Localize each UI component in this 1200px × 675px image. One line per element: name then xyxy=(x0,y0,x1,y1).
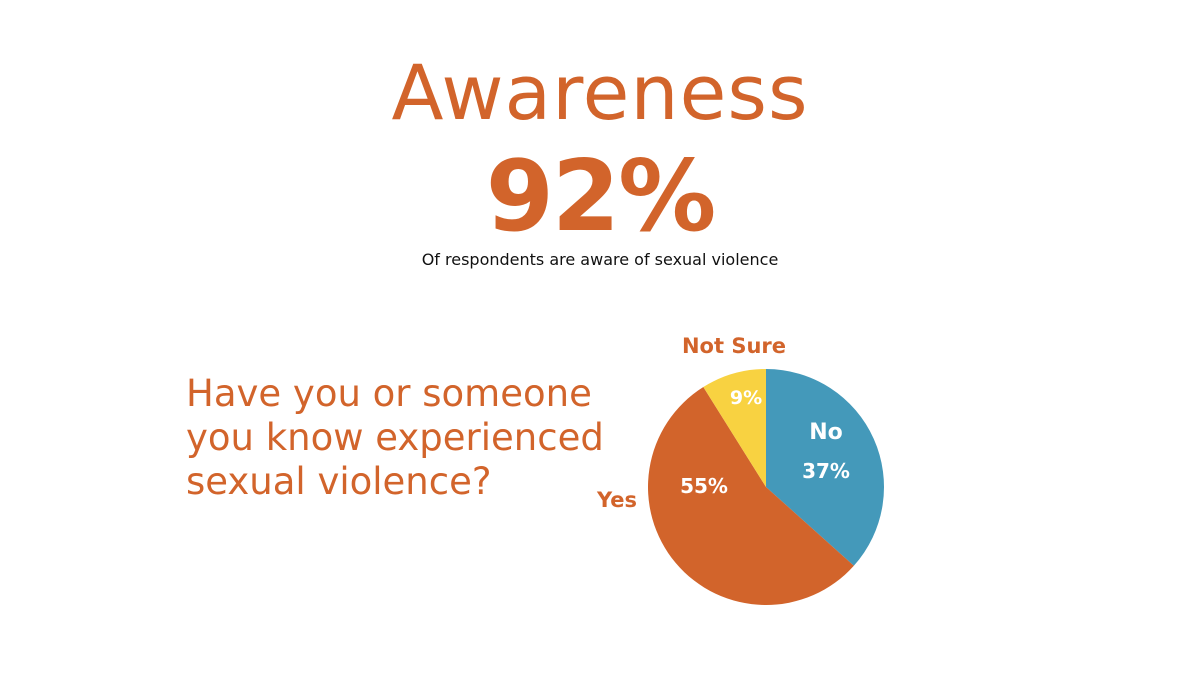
pie-slice-yes xyxy=(647,387,854,606)
awareness-stat: 92% xyxy=(485,140,717,254)
pie-slice-no xyxy=(766,369,884,566)
slice-label-no: No xyxy=(809,420,843,445)
question-text: Have you or someone you know experienced… xyxy=(186,372,604,503)
stat-caption: Of respondents are aware of sexual viole… xyxy=(421,250,779,269)
data-label-yes: 55% xyxy=(680,474,728,498)
slice-label-yes: Yes xyxy=(596,488,637,512)
slice-label-not-sure: Not Sure xyxy=(682,334,786,358)
pie-slice-not-sure xyxy=(703,369,766,487)
page-title: Awareness xyxy=(391,48,809,137)
data-label-no: 37% xyxy=(802,459,850,483)
data-label-not-sure: 9% xyxy=(730,387,762,409)
